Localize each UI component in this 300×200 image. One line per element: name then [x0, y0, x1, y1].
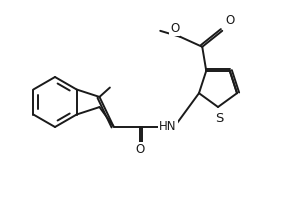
Text: O: O	[225, 14, 235, 27]
Text: O: O	[135, 143, 144, 156]
Text: S: S	[215, 112, 223, 125]
Text: HN: HN	[159, 120, 176, 133]
Text: O: O	[170, 22, 179, 35]
